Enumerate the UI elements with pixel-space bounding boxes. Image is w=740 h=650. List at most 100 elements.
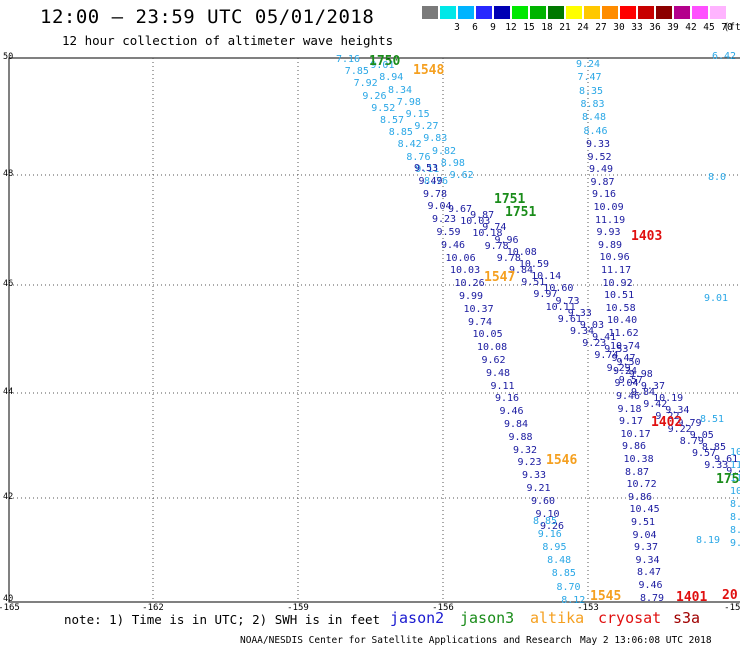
wave-height-value: 8.47 [637,567,662,579]
wave-height-value: 9.29 [606,362,631,374]
wave-height-value: 9.52 [587,151,612,163]
wave-height-value: 8.85 [551,568,576,580]
wave-height-value: 9.86 [628,491,653,503]
wave-height-value: 10 [730,486,740,497]
wave-height-value: 8.79 [679,435,704,447]
plot-border [8,57,740,603]
wave-height-value: 9.33 [522,470,547,482]
wave-height-value: 9.34 [665,405,690,417]
legend-swatch [458,6,474,19]
wave-height-value: 9.49 [418,175,443,187]
credit-text: NOAA/NESDIS Center for Satellite Applica… [240,635,572,646]
latitude-label: 50 [3,52,14,62]
wave-height-value: 9.51 [521,277,546,289]
wave-height-value: 9.33 [704,460,729,472]
wave-height-value: 9.84 [509,265,534,276]
wave-height-value: 9.89 [598,239,623,251]
wave-height-value: 9.49 [589,164,614,176]
wave-height-value: 9.26 [540,521,565,533]
wave-height-value: 10.96 [599,252,630,264]
wave-height-value: 9.79 [677,417,702,429]
wave-height-value: 9.37 [640,380,665,392]
map-subtitle: 12 hour collection of altimeter wave hei… [62,33,394,48]
longitude-label: -150 [724,603,740,613]
wave-height-value: 8.57 [380,115,405,126]
satellite-name: jason2 [390,609,445,627]
wave-height-value: 9.34 [635,554,660,566]
wave-height-value: 10.74 [610,340,641,352]
legend-label: 27 [595,22,607,33]
wave-height-value: 8.7 [730,525,740,536]
legend-label: 21 [559,22,571,33]
wave-height-value: 7.85 [344,66,369,78]
legend-swatch [476,6,492,19]
wave-height-value: 11 [730,473,740,484]
wave-height-value: 10.38 [623,454,654,465]
wave-height-value: 10.06 [445,252,476,264]
legend-swatch [494,6,510,19]
latitude-label: 46 [3,279,14,289]
map-grid [9,58,740,602]
wave-height-value: 9.82 [432,145,457,157]
wave-height-value: 9.16 [592,189,617,201]
pass-time-label: 20 [722,588,738,603]
wave-height-value: 9.24 [613,365,638,377]
wave-height-value: 9.05 [689,429,714,441]
legend-label: 33 [631,22,643,33]
legend-label: 36 [649,22,661,33]
wave-height-value: 10.40 [607,315,638,327]
legend-label: 30 [613,22,625,33]
wave-height-value: 8.95 [542,542,567,554]
wave-height-value: 9.53 [414,163,439,174]
wave-height-value: 8.42 [397,139,422,151]
wave-height-value: 9.23 [432,214,457,226]
wave-height-value: 9.42 [643,399,668,411]
legend-swatch [440,6,456,19]
wave-height-value: 9.46 [638,580,663,591]
legend-label: 70 [721,22,733,33]
generated-timestamp: May 2 13:06:08 UTC 2018 [580,635,712,646]
wave-height-value: 9.74 [594,350,619,362]
pass-time-label: 175 [716,472,740,487]
legend-label: 24 [577,22,589,33]
wave-height-value: 10.58 [605,302,636,314]
legend-label: 9 [490,22,496,33]
wave-height-value: 9.96 [494,234,519,246]
longitude-label: -153 [577,603,599,613]
wave-height-value: 9.01 [370,60,395,72]
wave-height-value: 10.51 [604,290,635,302]
pass-time-label: 1403 [631,229,663,244]
wave-height-value: 11.19 [595,214,626,226]
wave-height-value: 9.04 [427,201,452,213]
wave-height-value: 10.14 [531,271,562,283]
wave-height-value: 9.16 [495,393,520,405]
wave-height-value: 8.12 [561,594,586,606]
legend-swatch [548,6,564,19]
wave-height-value: 10.72 [626,479,657,491]
wave-height-value: 9.46 [441,239,466,251]
wave-height-value: 9.61 [714,454,739,466]
wave-height-value: 10.45 [629,504,660,516]
wave-height-value: 9.83 [423,133,448,145]
wave-height-value: 9.26 [362,90,387,102]
legend-swatch [512,6,528,19]
wave-height-value: 9.98 [628,368,653,380]
wave-height-value: 8.85 [701,441,726,453]
wave-height-value: 9.32 [513,444,538,456]
pass-time-label: 1546 [546,453,578,468]
legend-swatch [692,6,708,19]
legend-label: 45 [703,22,715,33]
wave-height-value: 9.24 [576,59,601,70]
footnote: note: 1) Time is in UTC; 2) SWH is in fe… [64,612,381,627]
wave-height-value: 8.46 [583,125,608,137]
legend-label: 42 [685,22,697,33]
wave-height-value: 9.45 [726,466,740,478]
wave-height-value: 9.60 [531,495,556,507]
wave-height-value: 9.37 [634,542,659,554]
legend-swatch [422,6,438,19]
pass-time-label: 1402 [651,415,683,430]
wave-height-value: 7.98 [396,96,421,108]
wave-height-value: 9.22 [655,411,680,423]
wave-height-value: 9.78 [484,240,509,252]
wave-height-value: 10.08 [477,342,508,354]
